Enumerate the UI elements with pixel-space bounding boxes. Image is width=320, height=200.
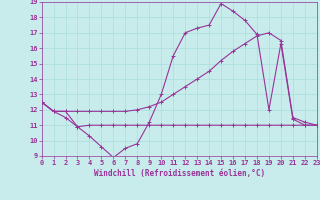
X-axis label: Windchill (Refroidissement éolien,°C): Windchill (Refroidissement éolien,°C) (94, 169, 265, 178)
